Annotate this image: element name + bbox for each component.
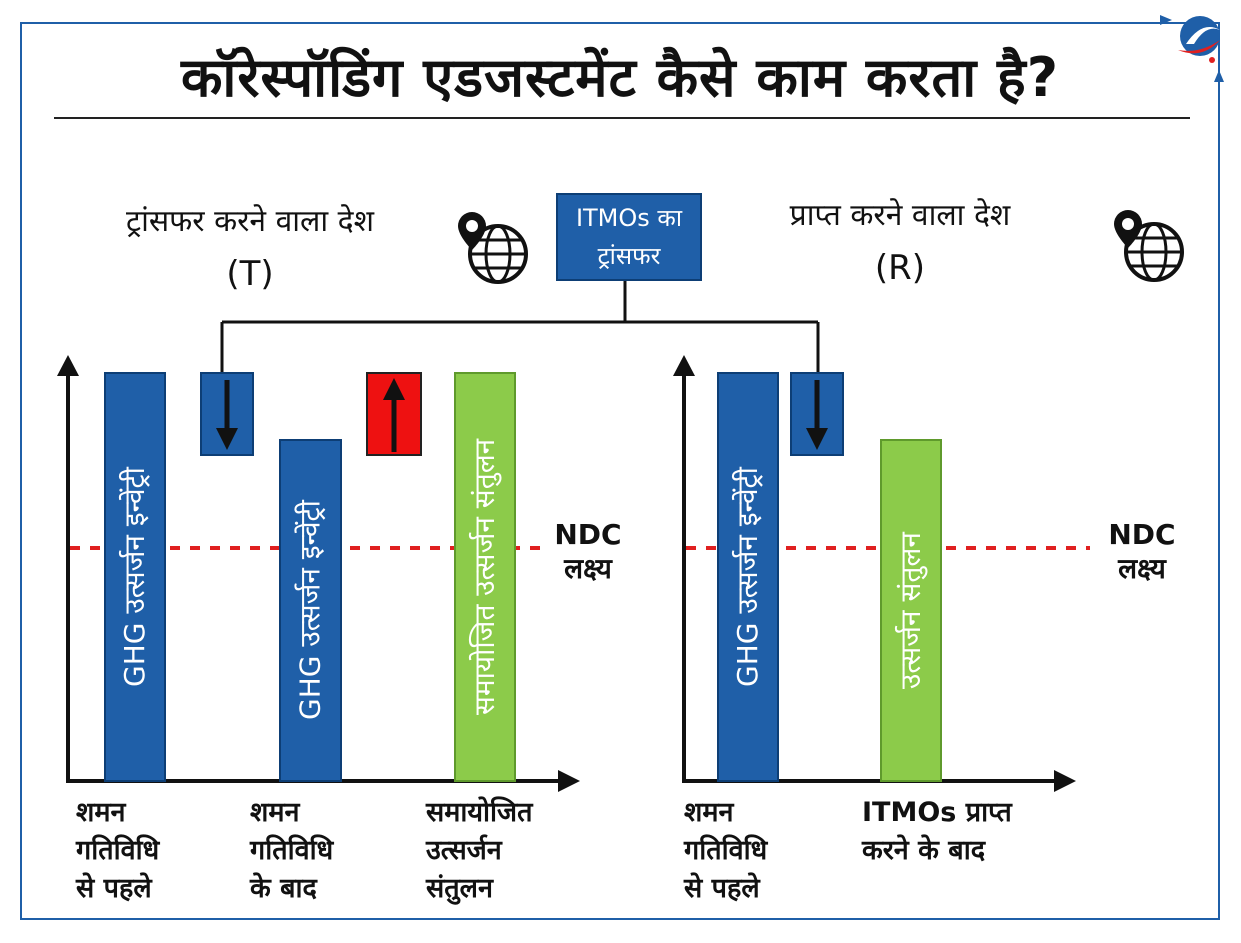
globe-pin-icon [458, 212, 528, 284]
left-xlabel-1: शमन गतिविधि से पहले [76, 797, 160, 904]
right-bar-after: उत्सर्जन संतुलन [880, 439, 942, 782]
left-adjust-up-box [366, 372, 422, 456]
left-transfer-down-box [200, 372, 254, 456]
left-ndc-label: NDC लक्ष्य [554, 518, 622, 585]
itmo-transfer-box: ITMOs का ट्रांसफर [556, 193, 702, 281]
left-xlabel-2: शमन गतिविधि के बाद [250, 797, 334, 904]
left-bar-after: GHG उत्सर्जन इन्वेंट्री [279, 439, 342, 782]
right-country-code: (R) [874, 248, 926, 288]
arrow-down-icon [216, 380, 238, 450]
right-transfer-down-box [790, 372, 844, 456]
left-country-label: ट्रांसफर करने वाला देश (T) [70, 200, 430, 296]
outer-frame [20, 22, 1220, 920]
arrow-up-icon [383, 378, 405, 452]
left-bar-before: GHG उत्सर्जन इन्वेंट्री [104, 372, 166, 782]
left-bar-adjusted: समायोजित उत्सर्जन संतुलन [454, 372, 516, 782]
left-country-code: (T) [226, 254, 274, 294]
right-ndc-label: NDC लक्ष्य [1108, 518, 1176, 585]
title-rule [54, 117, 1190, 119]
right-xlabel-2: ITMOs प्राप्त करने के बाद [862, 797, 1012, 866]
left-xlabel-3: समायोजित उत्सर्जन संतुलन [426, 797, 533, 904]
right-country-label: प्राप्त करने वाला देश (R) [740, 194, 1060, 290]
globe-pin-icon [1114, 210, 1184, 282]
arrow-down-icon [806, 380, 828, 450]
right-bar-before: GHG उत्सर्जन इन्वेंट्री [717, 372, 779, 782]
right-xlabel-1: शमन गतिविधि से पहले [684, 797, 768, 904]
logo-icon [1178, 16, 1220, 63]
page-title: कॉरेस्पॉडिंग एडजस्टमेंट कैसे काम करता है… [180, 46, 1060, 109]
